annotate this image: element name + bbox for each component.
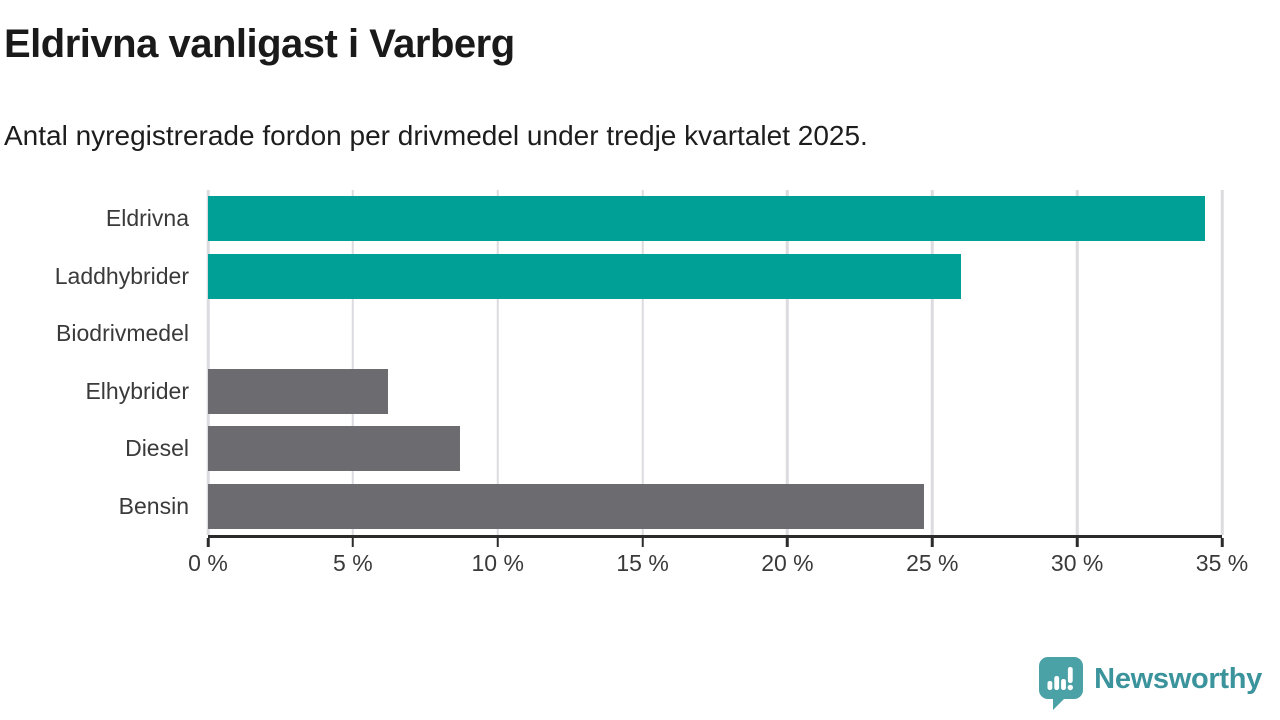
category-label-diesel: Diesel bbox=[125, 435, 189, 462]
gridline-5 bbox=[351, 190, 355, 535]
category-label-elhybrider: Elhybrider bbox=[85, 377, 189, 404]
category-label-laddhybrider: Laddhybrider bbox=[54, 262, 189, 289]
newsworthy-logo-text: Newsworthy bbox=[1094, 662, 1262, 695]
tick-label-10: 10 % bbox=[471, 550, 524, 576]
tick-label-35: 35 % bbox=[1195, 550, 1249, 576]
plot-area bbox=[206, 190, 1224, 535]
bar-row-laddhybrider bbox=[208, 248, 1222, 306]
x-axis-line bbox=[208, 535, 1222, 538]
tick-label-20: 20 % bbox=[761, 550, 814, 576]
bar-layer bbox=[208, 190, 1222, 535]
tick-label-25: 25 % bbox=[906, 550, 959, 576]
bar-elhybrider bbox=[208, 368, 388, 414]
category-label-eldrivna: Eldrivna bbox=[105, 205, 189, 232]
gridline-35 bbox=[1220, 190, 1224, 535]
gridline-15 bbox=[641, 190, 644, 535]
y-axis-category-labels: Eldrivna Laddhybrider Biodrivmedel Elhybrid… bbox=[0, 190, 189, 535]
tick-mark-30 bbox=[1075, 537, 1079, 547]
tick-label-30: 30 % bbox=[1050, 550, 1104, 576]
x-axis: 0 % 5 % 10 % 15 % 20 % 25 % 30 % 35 % bbox=[188, 535, 1248, 585]
chart-title: Eldrivna vanligast i Varberg bbox=[4, 22, 515, 66]
bar-row-elhybrider bbox=[208, 363, 1222, 421]
gridline-30 bbox=[1075, 190, 1079, 535]
tick-label-5: 5 % bbox=[333, 550, 373, 576]
tick-label-15: 15 % bbox=[616, 550, 669, 576]
tick-mark-15 bbox=[641, 537, 644, 547]
bar-diesel bbox=[208, 426, 461, 471]
bar-laddhybrider bbox=[208, 253, 962, 299]
category-label-bensin: Bensin bbox=[118, 492, 189, 519]
bar-bensin bbox=[208, 483, 924, 529]
gridline-0 bbox=[206, 190, 210, 535]
gridline-20 bbox=[786, 190, 789, 535]
bar-row-diesel bbox=[208, 420, 1222, 478]
bar-row-bensin bbox=[208, 478, 1222, 536]
bar-row-eldrivna bbox=[208, 190, 1222, 248]
tick-mark-20 bbox=[786, 537, 789, 547]
tick-mark-25 bbox=[931, 537, 934, 547]
bar-row-biodrivmedel bbox=[208, 305, 1222, 363]
tick-mark-5 bbox=[351, 537, 355, 547]
tick-mark-35 bbox=[1220, 537, 1224, 547]
bar-eldrivna bbox=[208, 196, 1205, 241]
newsworthy-logo-icon bbox=[1039, 657, 1084, 710]
tick-mark-0 bbox=[206, 537, 210, 547]
gridline-10 bbox=[496, 190, 499, 535]
gridline-25 bbox=[931, 190, 934, 535]
tick-label-0: 0 % bbox=[188, 550, 228, 576]
category-label-biodrivmedel: Biodrivmedel bbox=[56, 320, 189, 347]
tick-mark-10 bbox=[496, 537, 499, 547]
newsworthy-logo: Newsworthy bbox=[1038, 656, 1262, 710]
chart-subtitle: Antal nyregistrerade fordon per drivmede… bbox=[4, 120, 868, 151]
